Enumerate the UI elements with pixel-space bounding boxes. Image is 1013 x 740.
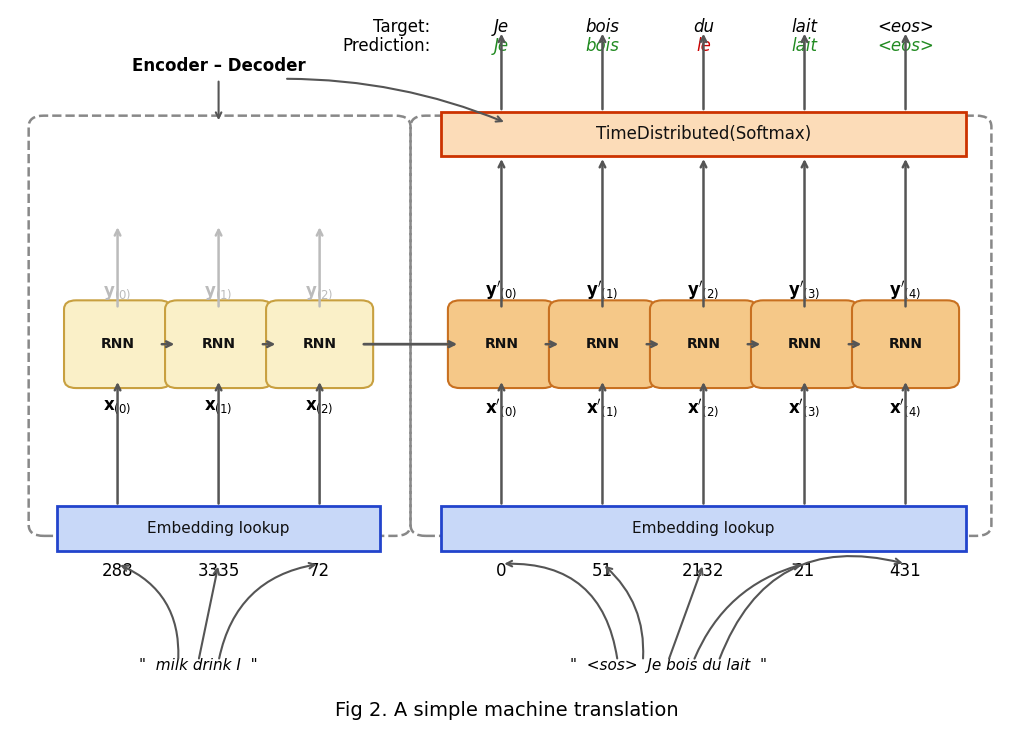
Text: <eos>: <eos> (877, 18, 934, 36)
Text: $\mathbf{y}_{(0)}$: $\mathbf{y}_{(0)}$ (103, 284, 132, 302)
Text: "  <sos>  Je bois du lait  ": " <sos> Je bois du lait " (569, 658, 767, 673)
Text: "  milk drink I  ": " milk drink I " (139, 658, 257, 673)
Text: $\mathbf{x}'_{(1)}$: $\mathbf{x}'_{(1)}$ (587, 397, 619, 420)
FancyBboxPatch shape (165, 300, 272, 388)
Text: $\mathbf{x}_{(0)}$: $\mathbf{x}_{(0)}$ (103, 397, 132, 416)
Text: Je: Je (494, 37, 509, 55)
Text: RNN: RNN (888, 337, 923, 351)
Text: 51: 51 (592, 562, 613, 579)
FancyBboxPatch shape (549, 300, 656, 388)
Text: 288: 288 (101, 562, 134, 579)
Text: Je: Je (494, 18, 509, 36)
Text: $\mathbf{y}'_{(4)}$: $\mathbf{y}'_{(4)}$ (889, 279, 922, 302)
FancyBboxPatch shape (441, 506, 966, 551)
FancyBboxPatch shape (441, 112, 966, 156)
Text: TimeDistributed(Softmax): TimeDistributed(Softmax) (596, 125, 811, 143)
Text: RNN: RNN (303, 337, 336, 351)
Text: RNN: RNN (100, 337, 135, 351)
Text: 2132: 2132 (682, 562, 724, 579)
Text: $\mathbf{x}_{(2)}$: $\mathbf{x}_{(2)}$ (306, 397, 333, 416)
Text: $\mathbf{y}'_{(3)}$: $\mathbf{y}'_{(3)}$ (788, 279, 821, 302)
Text: 72: 72 (309, 562, 330, 579)
Text: $\mathbf{x}'_{(0)}$: $\mathbf{x}'_{(0)}$ (485, 397, 518, 420)
Text: lait: lait (791, 37, 817, 55)
Text: $\mathbf{y}'_{(2)}$: $\mathbf{y}'_{(2)}$ (688, 279, 719, 302)
Text: RNN: RNN (586, 337, 620, 351)
Text: Prediction:: Prediction: (342, 37, 431, 55)
Text: $\mathbf{y}_{(1)}$: $\mathbf{y}_{(1)}$ (205, 284, 233, 302)
Text: $\mathbf{x}'_{(4)}$: $\mathbf{x}'_{(4)}$ (889, 397, 922, 420)
FancyBboxPatch shape (266, 300, 373, 388)
Text: Encoder – Decoder: Encoder – Decoder (132, 57, 306, 75)
FancyBboxPatch shape (448, 300, 555, 388)
Text: 0: 0 (496, 562, 506, 579)
Text: bois: bois (586, 37, 619, 55)
Text: RNN: RNN (787, 337, 822, 351)
Text: bois: bois (586, 18, 619, 36)
Text: Embedding lookup: Embedding lookup (632, 521, 775, 536)
Text: le: le (696, 37, 711, 55)
Text: $\mathbf{y}_{(2)}$: $\mathbf{y}_{(2)}$ (305, 284, 334, 302)
FancyBboxPatch shape (57, 506, 380, 551)
Text: RNN: RNN (687, 337, 720, 351)
Text: Embedding lookup: Embedding lookup (147, 521, 290, 536)
Text: lait: lait (791, 18, 817, 36)
FancyBboxPatch shape (64, 300, 171, 388)
Text: 431: 431 (889, 562, 922, 579)
Text: Fig 2. A simple machine translation: Fig 2. A simple machine translation (334, 702, 679, 720)
Text: $\mathbf{y}'_{(1)}$: $\mathbf{y}'_{(1)}$ (587, 279, 619, 302)
Text: 21: 21 (794, 562, 815, 579)
Text: Target:: Target: (374, 18, 431, 36)
Text: RNN: RNN (484, 337, 519, 351)
Text: <eos>: <eos> (877, 37, 934, 55)
FancyBboxPatch shape (650, 300, 757, 388)
Text: $\mathbf{x}'_{(2)}$: $\mathbf{x}'_{(2)}$ (688, 397, 719, 420)
Text: $\mathbf{x}'_{(3)}$: $\mathbf{x}'_{(3)}$ (788, 397, 821, 420)
Text: RNN: RNN (202, 337, 236, 351)
FancyBboxPatch shape (852, 300, 959, 388)
Text: $\mathbf{x}_{(1)}$: $\mathbf{x}_{(1)}$ (205, 397, 233, 416)
Text: 3335: 3335 (198, 562, 240, 579)
Text: du: du (693, 18, 714, 36)
Text: $\mathbf{y}'_{(0)}$: $\mathbf{y}'_{(0)}$ (485, 279, 518, 302)
FancyBboxPatch shape (751, 300, 858, 388)
